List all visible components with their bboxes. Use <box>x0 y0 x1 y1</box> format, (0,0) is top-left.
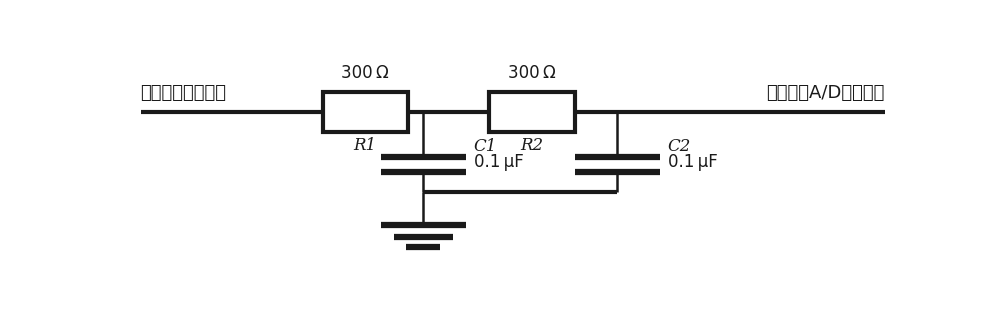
Text: C1: C1 <box>474 138 497 155</box>
Text: 300 Ω: 300 Ω <box>508 64 556 83</box>
Text: 0.1 μF: 0.1 μF <box>668 153 717 171</box>
Text: 0.1 μF: 0.1 μF <box>474 153 524 171</box>
Bar <box>489 92 574 132</box>
Text: 输出（接A/D转换器）: 输出（接A/D转换器） <box>766 84 885 102</box>
Text: C2: C2 <box>668 138 691 155</box>
Bar <box>323 92 408 132</box>
Text: 输入（接传感器）: 输入（接传感器） <box>140 84 226 102</box>
Text: 300 Ω: 300 Ω <box>341 64 389 83</box>
Text: R2: R2 <box>520 137 543 153</box>
Text: R1: R1 <box>354 137 377 153</box>
